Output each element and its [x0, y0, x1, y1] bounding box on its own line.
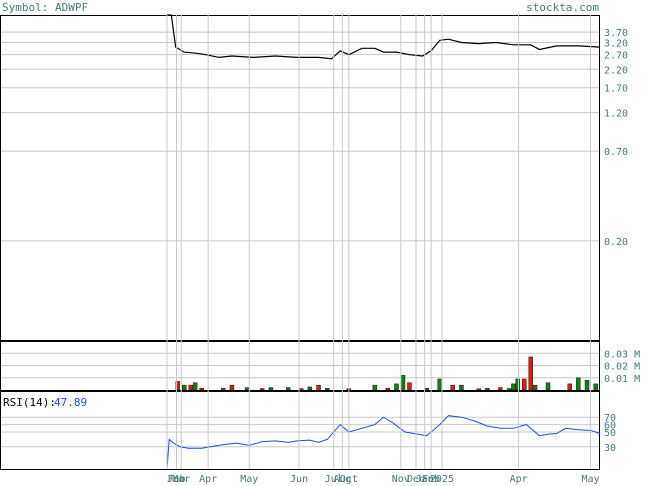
volume-bar: [229, 384, 235, 391]
volume-bar: [522, 378, 527, 391]
price-tick-label: 1.70: [604, 84, 628, 95]
volume-bar: [316, 384, 321, 391]
volume-bar: [576, 377, 581, 391]
x-tick-label: Jan: [416, 474, 434, 485]
x-tick-label: Apr: [510, 474, 528, 485]
volume-bar: [437, 378, 442, 391]
volume-bar: [299, 388, 304, 391]
price-line: [167, 14, 601, 60]
volume-bar: [459, 384, 464, 391]
volume-tick-label: 0.03 M: [604, 349, 640, 360]
x-tick-label: Aug: [333, 474, 351, 485]
volume-bar: [584, 380, 590, 391]
x-tick-label: Jul: [325, 474, 343, 485]
volume-bar: [450, 384, 455, 391]
volume-bar: [182, 384, 187, 391]
volume-bar: [192, 382, 198, 391]
volume-bar: [385, 387, 391, 391]
volume-bar: [511, 383, 516, 391]
volume-bar: [199, 387, 204, 391]
x-tick-label: 2025: [430, 474, 454, 485]
volume-bar: [221, 387, 226, 391]
volume-tick-label: 0.01 M: [604, 374, 640, 385]
price-tick-label: 2.20: [604, 65, 628, 76]
volume-bar: [593, 383, 598, 391]
price-tick-label: 3.20: [604, 38, 628, 49]
rsi-frame: [0, 391, 600, 470]
volume-bar: [394, 383, 399, 391]
volume-frame: [0, 341, 600, 391]
volume-bar: [372, 384, 378, 391]
symbol-label: Symbol: ADWPF: [2, 1, 88, 14]
volume-panel: 0.03 M 0.02 M0.01 M: [0, 341, 640, 391]
volume-bar: [498, 387, 503, 391]
x-tick-label: Mar: [172, 474, 190, 485]
x-tick-label: May: [581, 474, 599, 485]
volume-bar: [260, 388, 265, 391]
rsi-value: 47.89: [54, 396, 87, 409]
price-frame: [0, 15, 600, 341]
x-tick-label: Feb: [167, 474, 185, 485]
x-tick-label: Apr: [199, 474, 217, 485]
price-tick-label: 3.70: [604, 28, 628, 39]
x-tick-label: Dec: [407, 474, 425, 485]
volume-bar: [424, 387, 429, 391]
x-tick-label: Jun: [290, 474, 308, 485]
price-panel: 3.703.20 2.70 2.20 1.70 1.20 0.70 0.20: [0, 14, 628, 341]
x-tick-label: Jan: [167, 474, 185, 485]
volume-bar: [307, 386, 313, 391]
rsi-line: [166, 415, 601, 470]
site-label[interactable]: stockta.com: [526, 1, 599, 14]
x-tick-label: Nov: [392, 474, 410, 485]
volume-bar: [188, 384, 194, 391]
volume-bar: [567, 383, 572, 391]
price-tick-label: 2.70: [604, 51, 628, 62]
price-tick-label: 0.70: [604, 147, 628, 158]
volume-bar: [268, 387, 274, 391]
volume-bar: [545, 382, 551, 391]
rsi-tick-label: 60: [604, 421, 616, 432]
volume-bar: [476, 388, 481, 391]
volume-tick-label: 0.02 M: [604, 362, 640, 373]
x-tick-label: Feb: [422, 474, 440, 485]
volume-bar: [286, 387, 291, 391]
volume-bar: [175, 381, 181, 391]
x-tick-label: Oct: [340, 474, 358, 485]
volume-bar: [244, 387, 250, 391]
volume-bar: [515, 378, 520, 391]
volume-bar: [528, 356, 533, 391]
volume-bar: [532, 384, 538, 391]
rsi-tick-label: 70: [604, 413, 616, 424]
volume-bar: [485, 387, 490, 391]
price-tick-label: 0.20: [604, 237, 628, 248]
volume-bar: [325, 387, 330, 391]
rsi-tick-label: 30: [604, 443, 616, 454]
x-tick-label: May: [240, 474, 258, 485]
volume-bar: [407, 382, 412, 391]
price-tick-label: 1.20: [604, 109, 628, 120]
rsi-label: RSI(14):: [3, 396, 56, 409]
rsi-tick-label: 50: [604, 428, 616, 439]
volume-bar: [400, 375, 406, 391]
volume-bar: [506, 388, 512, 391]
